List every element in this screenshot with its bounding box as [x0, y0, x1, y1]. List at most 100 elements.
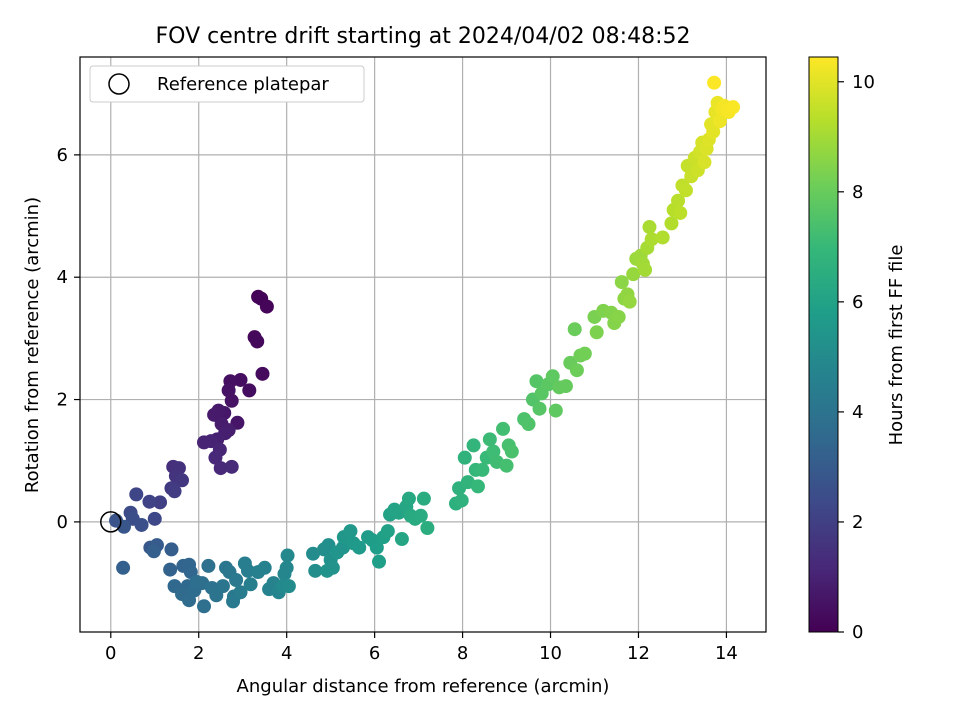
data-point — [482, 432, 497, 447]
data-point — [129, 487, 144, 502]
data-point — [215, 579, 230, 594]
data-point — [243, 577, 258, 592]
y-tick-label: 0 — [57, 512, 68, 533]
data-point — [655, 230, 670, 245]
data-point — [343, 524, 358, 539]
data-point — [224, 459, 239, 474]
data-point — [569, 363, 584, 378]
colorbar-tick-label: 4 — [852, 402, 863, 423]
data-point — [134, 517, 149, 532]
data-point — [224, 393, 239, 408]
data-point — [726, 100, 741, 115]
legend-box — [89, 65, 365, 103]
data-point — [320, 563, 335, 578]
data-point — [706, 124, 721, 139]
x-tick-label: 0 — [105, 643, 116, 664]
data-point — [413, 508, 428, 523]
y-tick-label: 4 — [57, 267, 68, 288]
data-point — [257, 560, 272, 575]
data-point — [335, 540, 350, 555]
data-point — [671, 193, 686, 208]
x-tick-label: 8 — [457, 643, 468, 664]
data-point — [548, 403, 563, 418]
data-point — [532, 401, 547, 416]
data-point — [164, 542, 179, 557]
data-point — [372, 554, 387, 569]
data-point — [416, 491, 431, 506]
data-point — [394, 532, 409, 547]
data-point — [153, 495, 168, 510]
colorbar-label: Hours from first FF file — [886, 245, 907, 446]
data-point — [213, 461, 228, 476]
data-point — [208, 450, 223, 465]
data-point — [142, 494, 157, 509]
colorbar: 0 2 4 6 8 10 Hours from first FF file — [808, 56, 907, 643]
colorbar-ticks: 0 2 4 6 8 10 — [838, 72, 875, 643]
data-point — [175, 473, 190, 488]
data-point — [638, 262, 653, 277]
y-axis-ticks: 0 2 4 6 — [57, 145, 80, 533]
reference-marker-layer — [100, 511, 122, 533]
data-point — [577, 346, 592, 361]
data-point — [673, 205, 688, 220]
colorbar-tick-label: 0 — [852, 622, 863, 643]
plot-frame — [79, 56, 767, 633]
data-point — [470, 479, 485, 494]
data-point — [401, 491, 416, 506]
x-tick-label: 12 — [627, 643, 650, 664]
data-point — [529, 374, 544, 389]
colorbar-tick-label: 8 — [852, 182, 863, 203]
x-tick-label: 2 — [193, 643, 204, 664]
data-point — [420, 521, 435, 536]
data-point — [622, 294, 637, 309]
x-axis-ticks: 0 2 4 6 8 10 12 14 — [105, 632, 738, 664]
data-point — [308, 563, 323, 578]
colorbar-fill — [809, 57, 838, 632]
data-point — [163, 562, 178, 577]
data-point — [499, 458, 514, 473]
data-point — [306, 546, 321, 561]
data-point — [664, 216, 679, 231]
data-point — [475, 462, 490, 477]
y-tick-label: 6 — [57, 145, 68, 166]
x-tick-label: 10 — [539, 643, 562, 664]
data-point — [352, 540, 367, 555]
legend-label: Reference platepar — [157, 74, 329, 95]
data-point — [496, 421, 511, 436]
data-point — [147, 511, 162, 526]
data-point — [229, 573, 244, 588]
x-tick-label: 4 — [281, 643, 292, 664]
y-tick-label: 2 — [57, 390, 68, 411]
data-point — [201, 558, 216, 573]
data-point — [697, 155, 712, 170]
x-tick-label: 14 — [715, 643, 738, 664]
data-point — [626, 267, 641, 282]
colorbar-tick-label: 10 — [852, 72, 875, 93]
data-point — [504, 444, 519, 459]
chart-title: FOV centre drift starting at 2024/04/02 … — [156, 24, 691, 49]
data-point — [167, 484, 182, 499]
data-point — [644, 232, 659, 247]
data-point — [280, 548, 295, 563]
data-point — [521, 417, 536, 432]
data-point — [611, 309, 626, 324]
data-point — [279, 560, 294, 575]
data-point — [707, 75, 722, 90]
data-point — [457, 450, 472, 465]
data-point — [255, 366, 270, 381]
legend: Reference platepar — [89, 65, 365, 103]
colorbar-tick-label: 6 — [852, 292, 863, 313]
data-point — [567, 322, 582, 337]
data-point — [466, 438, 481, 453]
data-point — [197, 435, 212, 450]
x-tick-label: 6 — [369, 643, 380, 664]
colorbar-frame — [808, 56, 839, 633]
legend-marker-icon — [108, 73, 130, 95]
data-point — [642, 220, 657, 235]
data-point — [233, 585, 248, 600]
data-point — [678, 183, 693, 198]
data-point — [250, 334, 265, 349]
data-point — [281, 579, 296, 594]
data-point — [545, 369, 560, 384]
